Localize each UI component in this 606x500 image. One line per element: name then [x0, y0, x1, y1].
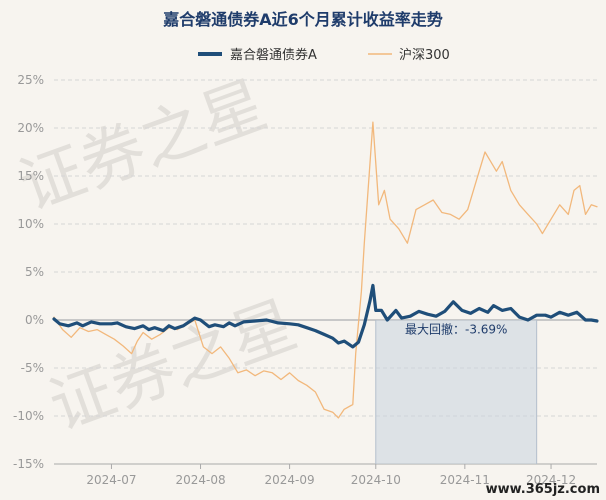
x-tick-label: 2024-08	[175, 473, 225, 487]
drawdown-shade-group	[375, 320, 538, 464]
y-tick-label: 10%	[17, 217, 44, 231]
legend-label-fund: 嘉合磐通债券A	[230, 47, 317, 63]
series-line-fund	[52, 283, 599, 349]
max-drawdown-label: 最大回撤：-3.69%	[405, 321, 507, 336]
series-lines	[52, 121, 599, 419]
watermark-text-1: 证券之星	[10, 68, 276, 225]
y-tick-label: -10%	[13, 409, 44, 423]
x-tick-label: 2024-09	[265, 473, 315, 487]
x-tick-label: 2024-11	[440, 473, 490, 487]
y-axis-ticks: 25% 20% 15% 10% 5% 0% -5% -10% -15%	[13, 73, 44, 471]
x-tick-label: 2024-10	[351, 473, 401, 487]
y-tick-label: -5%	[21, 361, 44, 375]
site-watermark: www.365jz.com	[486, 482, 600, 497]
y-tick-label: 0%	[25, 313, 44, 327]
y-tick-label: 15%	[17, 169, 44, 183]
x-tick-label: 2024-07	[86, 473, 136, 487]
watermark-text-2: 证券之星	[40, 288, 306, 445]
drawdown-shade	[375, 320, 537, 464]
x-tick-label: 2024-12	[526, 473, 576, 487]
x-axis-ticks: 2024-07 2024-08 2024-09 2024-10 2024-11 2024-…	[86, 464, 576, 487]
legend-label-index: 沪深300	[399, 47, 450, 63]
legend: 嘉合磐通债券A 沪深300	[198, 47, 450, 63]
y-tick-label: 25%	[17, 73, 44, 87]
y-tick-label: 5%	[25, 265, 44, 279]
chart-title: 嘉合磐通债券A近6个月累计收益率走势	[162, 10, 443, 29]
series-line-index	[53, 121, 598, 419]
watermark: 证券之星 证券之星	[10, 68, 306, 445]
y-tick-label: -15%	[13, 457, 44, 471]
y-tick-label: 20%	[17, 121, 44, 135]
